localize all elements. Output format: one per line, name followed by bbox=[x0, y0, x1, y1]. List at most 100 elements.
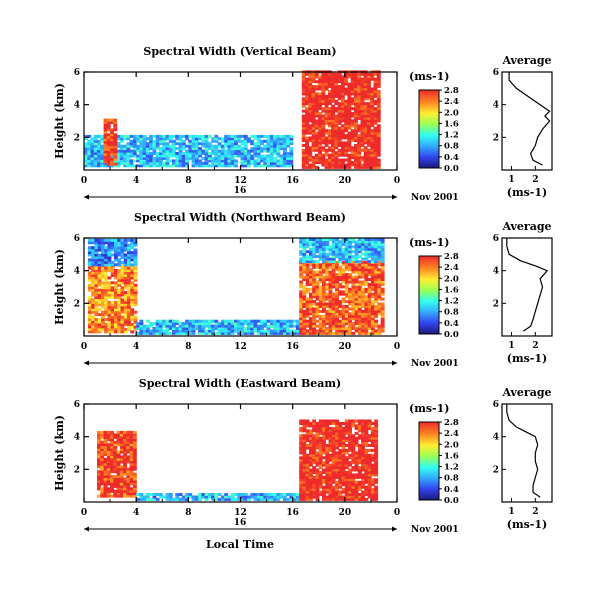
heatmap-cell bbox=[377, 252, 382, 256]
heatmap-cell bbox=[106, 475, 111, 479]
heatmap-cell bbox=[315, 290, 320, 294]
heatmap-cell bbox=[344, 329, 349, 333]
heatmap-cell bbox=[139, 159, 144, 163]
heatmap-cell bbox=[260, 149, 264, 153]
heatmap-cell bbox=[155, 327, 160, 330]
heatmap-cell bbox=[309, 456, 313, 460]
heatmap-cell bbox=[253, 324, 258, 328]
heatmap-cell bbox=[103, 130, 108, 134]
heatmap-cell bbox=[309, 475, 313, 479]
heatmap-cell bbox=[334, 131, 339, 135]
heatmap-cell bbox=[175, 137, 180, 141]
heatmap-cell bbox=[315, 319, 320, 323]
heatmap-cell bbox=[328, 478, 333, 482]
heatmap-cell bbox=[367, 290, 372, 294]
heatmap-cell bbox=[308, 94, 313, 98]
heatmap-cell bbox=[250, 139, 255, 143]
heatmap-cell bbox=[129, 460, 134, 464]
heatmap-cell bbox=[114, 276, 118, 280]
heatmap-cell bbox=[314, 124, 319, 128]
profile-y-tick-label: 2 bbox=[493, 133, 499, 143]
heatmap-cell bbox=[299, 429, 304, 433]
heatmap-cell bbox=[100, 457, 105, 461]
heatmap-cell bbox=[331, 419, 336, 423]
heatmap-cell bbox=[100, 450, 105, 454]
heatmap-cell bbox=[142, 142, 147, 146]
heatmap-cell bbox=[321, 87, 326, 91]
heatmap-cell bbox=[305, 312, 310, 316]
heatmap-cell bbox=[204, 144, 209, 148]
heatmap-cell bbox=[299, 319, 304, 323]
heatmap-cell bbox=[325, 285, 330, 289]
heatmap-cell bbox=[315, 250, 320, 254]
heatmap-cell bbox=[327, 94, 332, 98]
heatmap-cell bbox=[361, 260, 365, 264]
heatmap-cell bbox=[335, 480, 339, 484]
heatmap-cell bbox=[312, 300, 317, 304]
heatmap-cell bbox=[312, 451, 317, 455]
heatmap-cell bbox=[201, 493, 206, 496]
heatmap-cell bbox=[240, 159, 245, 163]
heatmap-cell bbox=[354, 278, 359, 281]
heatmap-cell bbox=[299, 305, 304, 308]
heatmap-cell bbox=[367, 458, 372, 462]
heatmap-cell bbox=[318, 99, 322, 103]
heatmap-cell bbox=[142, 149, 147, 153]
heatmap-cell bbox=[374, 463, 379, 467]
heatmap-cell bbox=[334, 158, 339, 162]
heatmap-cell bbox=[90, 164, 95, 168]
heatmap-cell bbox=[335, 280, 339, 284]
heatmap-cell bbox=[87, 149, 92, 153]
heatmap-cell bbox=[129, 465, 134, 469]
heatmap-cell bbox=[344, 280, 349, 284]
heatmap-cell bbox=[315, 493, 320, 496]
heatmap-cell bbox=[123, 149, 127, 153]
heatmap-cell bbox=[314, 161, 319, 164]
heatmap-cell bbox=[127, 266, 131, 270]
heatmap-cell bbox=[302, 322, 307, 326]
heatmap-cell bbox=[325, 497, 330, 501]
heatmap-cell bbox=[341, 252, 346, 256]
heatmap-cell bbox=[314, 97, 319, 101]
heatmap-cell bbox=[357, 466, 362, 470]
heatmap-cell bbox=[106, 140, 111, 144]
heatmap-cell bbox=[373, 163, 378, 167]
heatmap-cell bbox=[376, 141, 381, 145]
heatmap-cell bbox=[100, 448, 105, 452]
heatmap-cell bbox=[338, 327, 343, 330]
heatmap-cell bbox=[363, 72, 368, 76]
heatmap-cell bbox=[289, 319, 294, 323]
heatmap-cell bbox=[309, 431, 313, 435]
heatmap-cell bbox=[119, 154, 124, 158]
heatmap-cell bbox=[152, 327, 157, 330]
heatmap-cell bbox=[204, 147, 209, 151]
heatmap-cell bbox=[269, 322, 274, 326]
heatmap-cell bbox=[165, 137, 170, 141]
heatmap-cell bbox=[91, 310, 96, 314]
heatmap-cell bbox=[312, 422, 317, 425]
heatmap-cell bbox=[357, 493, 362, 496]
heatmap-cell bbox=[331, 309, 336, 313]
heatmap-cell bbox=[127, 322, 131, 326]
heatmap-cell bbox=[110, 303, 115, 307]
heatmap-cell bbox=[318, 292, 323, 296]
heatmap-cell bbox=[175, 161, 180, 165]
heatmap-cell bbox=[194, 161, 199, 165]
heatmap-cell bbox=[97, 271, 102, 275]
heatmap-cell bbox=[373, 90, 378, 93]
heatmap-cell bbox=[348, 275, 352, 279]
heatmap-cell bbox=[127, 308, 131, 312]
heatmap-cell bbox=[315, 292, 320, 296]
heatmap-cell bbox=[357, 268, 362, 272]
heatmap-cell bbox=[211, 331, 216, 335]
heatmap-cell bbox=[354, 468, 359, 472]
heatmap-cell bbox=[327, 165, 332, 169]
heatmap-cell bbox=[380, 309, 385, 313]
heatmap-cell bbox=[351, 307, 356, 311]
heatmap-cell bbox=[367, 485, 372, 489]
heatmap-cell bbox=[234, 142, 238, 146]
heatmap-cell bbox=[302, 490, 307, 494]
heatmap-cell bbox=[214, 493, 219, 496]
heatmap-cell bbox=[322, 478, 326, 482]
heatmap-cell bbox=[344, 134, 349, 138]
